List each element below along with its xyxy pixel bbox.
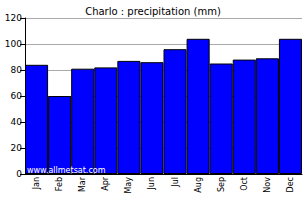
svg-text:120: 120 <box>5 13 22 23</box>
svg-text:0: 0 <box>16 169 22 179</box>
svg-text:Nov: Nov <box>263 177 272 193</box>
svg-text:Aug: Aug <box>194 177 203 193</box>
svg-text:Charlo : precipitation (mm): Charlo : precipitation (mm) <box>85 6 221 17</box>
svg-text:Feb: Feb <box>55 177 64 191</box>
svg-text:Mar: Mar <box>78 176 87 192</box>
svg-text:Sep: Sep <box>217 177 226 192</box>
svg-text:Jun: Jun <box>147 177 156 191</box>
svg-text:Oct: Oct <box>240 177 249 191</box>
svg-text:May: May <box>124 177 133 194</box>
svg-text:40: 40 <box>11 117 23 127</box>
svg-text:100: 100 <box>5 39 22 49</box>
svg-text:80: 80 <box>11 65 23 75</box>
svg-text:20: 20 <box>11 143 23 153</box>
svg-text:Dec: Dec <box>286 177 295 192</box>
svg-text:60: 60 <box>11 91 23 101</box>
svg-text:Jan: Jan <box>32 177 41 190</box>
svg-text:Jul: Jul <box>171 177 180 188</box>
svg-text:www.allmetsat.com: www.allmetsat.com <box>27 166 106 175</box>
svg-text:Apr: Apr <box>101 176 110 191</box>
